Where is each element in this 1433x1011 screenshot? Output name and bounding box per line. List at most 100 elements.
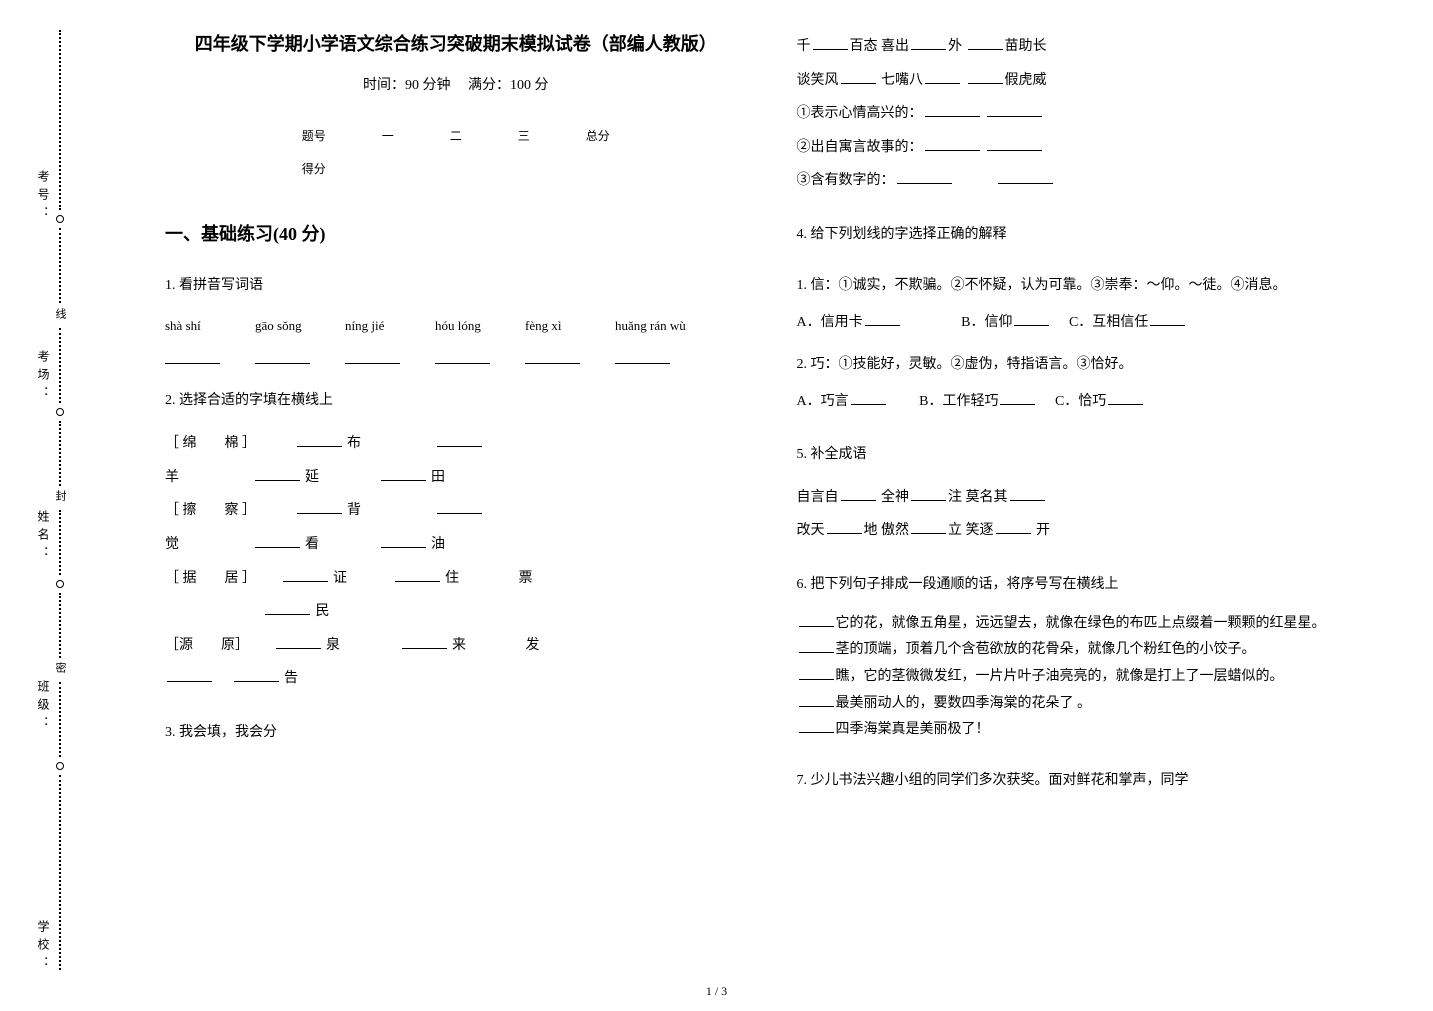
q3-line: 千百态 喜出外 苗助长 — [797, 30, 1379, 64]
answer-blank[interactable] — [925, 103, 980, 117]
answer-blank[interactable] — [925, 70, 960, 84]
answer-blank[interactable] — [968, 70, 1003, 84]
answer-blank[interactable] — [297, 433, 342, 447]
answer-blank[interactable] — [297, 500, 342, 514]
answer-blank[interactable] — [615, 348, 670, 364]
answer-blank[interactable] — [265, 601, 310, 615]
seal-text-feng: 封 — [52, 490, 68, 503]
seal-circle — [56, 408, 64, 416]
question-1: 1. 看拼音写词语 shà shí gāo sǒng níng jié hóu … — [165, 271, 747, 364]
answer-blank[interactable] — [865, 312, 900, 326]
q1-answer-row — [165, 348, 747, 364]
q4-item2-head: 2. 巧：①技能好，灵敏。②虚伪，特指语言。③恰好。 — [797, 350, 1379, 381]
answer-blank[interactable] — [996, 520, 1031, 534]
answer-blank[interactable] — [911, 520, 946, 534]
seal-dots — [59, 775, 61, 970]
page-number: 1 / 3 — [706, 984, 727, 999]
answer-blank[interactable] — [998, 170, 1053, 184]
q3-text: 百态 喜出 — [850, 39, 910, 54]
answer-blank[interactable] — [968, 36, 1003, 50]
answer-blank[interactable] — [799, 693, 834, 707]
answer-blank[interactable] — [897, 170, 952, 184]
q2-text: 延 — [305, 470, 319, 485]
q6-text: 茎的顶端，顶着几个含苞欲放的花骨朵，就像几个粉红色的小饺子。 — [836, 642, 1256, 657]
score-value-row: 得分 — [274, 152, 638, 185]
q3-cat-label: ②出自寓言故事的： — [797, 140, 923, 155]
fullscore-label: 满分：100 分 — [468, 78, 549, 93]
answer-blank[interactable] — [987, 137, 1042, 151]
q2-text: 泉 — [326, 638, 340, 653]
answer-blank[interactable] — [255, 467, 300, 481]
q4-title: 4. 给下列划线的字选择正确的解释 — [797, 220, 1379, 251]
question-7: 7. 少儿书法兴趣小组的同学们多次获奖。面对鲜花和掌声，同学 — [797, 766, 1379, 797]
q2-text: 油 — [431, 537, 445, 552]
answer-blank[interactable] — [165, 348, 220, 364]
answer-blank[interactable] — [799, 666, 834, 680]
q6-sentence: 最美丽动人的，要数四季海棠的花朵了 。 — [797, 691, 1379, 718]
answer-blank[interactable] — [911, 487, 946, 501]
answer-blank[interactable] — [381, 467, 426, 481]
answer-blank[interactable] — [1014, 312, 1049, 326]
q2-row: ［ 据 居 ］ 证 住 票 — [165, 562, 747, 596]
choice: A．巧言 — [797, 394, 849, 409]
question-2: 2. 选择合适的字填在横线上 ［ 绵 棉 ］ 布 羊 延 — [165, 386, 747, 696]
q4-item1-choices: A．信用卡 B．信仰 C．互相信任 — [797, 308, 1379, 339]
answer-blank[interactable] — [799, 639, 834, 653]
answer-blank[interactable] — [437, 500, 482, 514]
q1-title: 1. 看拼音写词语 — [165, 271, 747, 302]
answer-blank[interactable] — [345, 348, 400, 364]
answer-blank[interactable] — [827, 520, 862, 534]
seal-circle — [56, 215, 64, 223]
q2-body: ［ 绵 棉 ］ 布 羊 延 田 ［ 擦 察 ］ — [165, 427, 747, 696]
score-cell — [558, 152, 638, 185]
answer-blank[interactable] — [402, 635, 447, 649]
answer-blank[interactable] — [381, 534, 426, 548]
q2-row: 民 — [165, 595, 747, 629]
q5-text: 开 — [1033, 523, 1051, 538]
seal-dots — [59, 421, 61, 486]
q3-text: 假虎威 — [1005, 73, 1047, 88]
gutter-label-examno: 考号： — [35, 170, 52, 224]
answer-blank[interactable] — [925, 137, 980, 151]
q6-text: 四季海棠真是美丽极了！ — [836, 722, 990, 737]
answer-blank[interactable] — [1000, 391, 1035, 405]
answer-blank[interactable] — [395, 568, 440, 582]
answer-blank[interactable] — [276, 635, 321, 649]
answer-blank[interactable] — [987, 103, 1042, 117]
pinyin: gāo sǒng — [255, 312, 310, 341]
question-3: 3. 我会填，我会分 — [165, 718, 747, 749]
answer-blank[interactable] — [851, 391, 886, 405]
answer-blank[interactable] — [841, 487, 876, 501]
seal-text-mi: 密 — [52, 662, 68, 675]
page-root: 考号： 考场： 姓名： 班级： 学校： 线 封 密 四年级下学期小学语文综合练习… — [0, 0, 1433, 1011]
answer-blank[interactable] — [841, 70, 876, 84]
pinyin: huǎng rán wù — [615, 312, 686, 341]
q3-text: 外 — [948, 39, 966, 54]
choice: C．互相信任 — [1069, 315, 1148, 330]
answer-blank[interactable] — [255, 348, 310, 364]
answer-blank[interactable] — [435, 348, 490, 364]
answer-blank[interactable] — [1108, 391, 1143, 405]
q5-line: 改天地 傲然立 笑逐 开 — [797, 514, 1379, 548]
q1-pinyin-row: shà shí gāo sǒng níng jié hóu lóng fèng … — [165, 312, 747, 341]
answer-blank[interactable] — [813, 36, 848, 50]
pinyin: shà shí — [165, 312, 220, 341]
score-cell: 得分 — [274, 152, 354, 185]
q2-text: 田 — [431, 470, 445, 485]
q5-line: 自言自 全神注 莫名其 — [797, 481, 1379, 515]
answer-blank[interactable] — [1150, 312, 1185, 326]
binding-gutter: 考号： 考场： 姓名： 班级： 学校： 线 封 密 — [0, 0, 130, 1011]
answer-blank[interactable] — [234, 668, 279, 682]
answer-blank[interactable] — [911, 36, 946, 50]
answer-blank[interactable] — [799, 613, 834, 627]
answer-blank[interactable] — [167, 668, 212, 682]
q6-body: 它的花，就像五角星，远远望去，就像在绿色的布匹上点缀着一颗颗的红星星。 茎的顶端… — [797, 611, 1379, 744]
q5-text: 注 莫名其 — [948, 490, 1008, 505]
answer-blank[interactable] — [1010, 487, 1045, 501]
answer-blank[interactable] — [525, 348, 580, 364]
answer-blank[interactable] — [255, 534, 300, 548]
choice: B．信仰 — [961, 315, 1012, 330]
answer-blank[interactable] — [799, 719, 834, 733]
answer-blank[interactable] — [437, 433, 482, 447]
answer-blank[interactable] — [283, 568, 328, 582]
